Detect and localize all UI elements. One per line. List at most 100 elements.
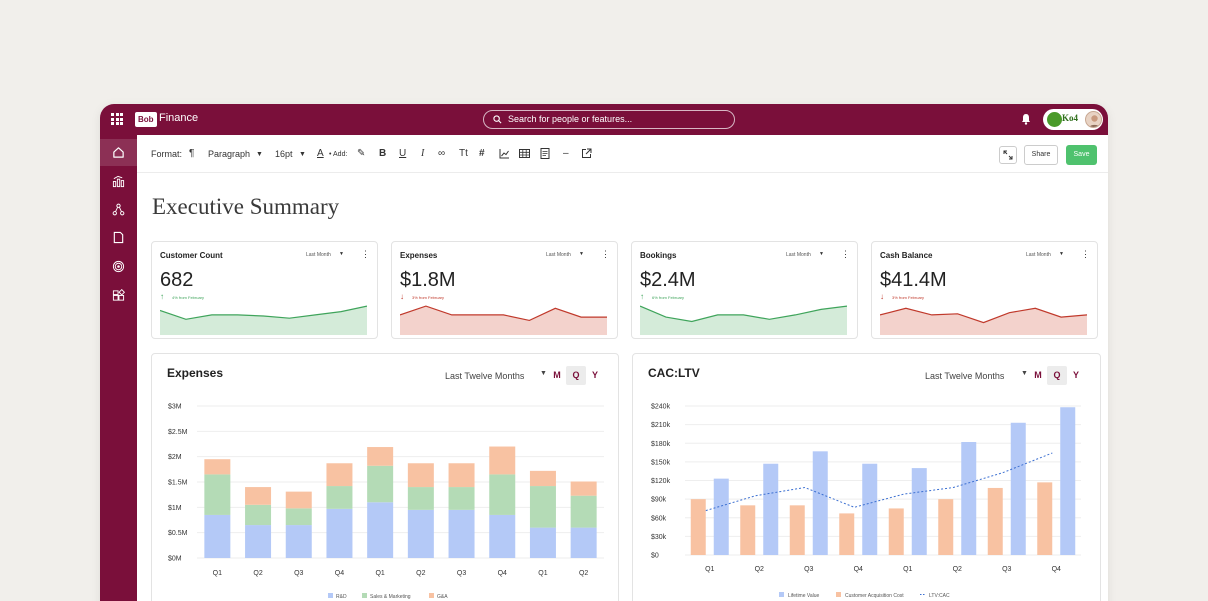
bar-segment — [529, 527, 556, 558]
period-select[interactable]: Last Twelve Months — [925, 371, 1005, 381]
share-button[interactable]: Share — [1024, 145, 1058, 165]
underline-icon[interactable]: U — [399, 148, 407, 159]
granularity-year-button[interactable]: Y — [1072, 370, 1079, 380]
y-tick-label: $0.5M — [168, 530, 188, 537]
table-icon[interactable] — [519, 148, 530, 159]
arrow-down-icon: ↓ — [400, 292, 404, 301]
nodes-icon — [112, 203, 125, 216]
sidebar-item-widgets[interactable] — [100, 282, 137, 309]
sidebar-item-workflow[interactable] — [100, 196, 137, 223]
editor-toolbar: Format: ¶ Paragraph ▼ 16pt ▼ A • Add: ✎ … — [137, 135, 1108, 173]
external-link-icon[interactable] — [581, 148, 592, 159]
legend-label: Customer Acquisition Cost — [845, 593, 904, 599]
bar-segment — [489, 514, 516, 558]
expand-icon — [1003, 150, 1013, 160]
ko4-logo — [1047, 112, 1062, 127]
bar-segment — [448, 487, 475, 510]
expand-button[interactable] — [999, 146, 1017, 164]
granularity-year-button[interactable]: Y — [591, 370, 598, 380]
kpi-period-select[interactable]: Last Month — [306, 252, 331, 258]
chart-title: CAC:LTV — [648, 366, 700, 380]
hashtag-icon[interactable]: # — [479, 148, 485, 159]
chevron-down-icon[interactable]: ▼ — [819, 251, 824, 257]
y-tick-label: $1M — [168, 505, 182, 512]
kpi-period-select[interactable]: Last Month — [546, 252, 571, 258]
paragraph-style-select[interactable]: Paragraph — [208, 149, 251, 159]
bold-icon[interactable]: B — [379, 148, 387, 159]
y-tick-label: $180k — [651, 441, 671, 448]
chevron-down-icon[interactable]: ▼ — [540, 370, 547, 377]
bar-cac — [839, 513, 855, 555]
legend-label: G&A — [437, 594, 448, 600]
x-tick-label: Q3 — [294, 570, 303, 577]
chevron-down-icon[interactable]: ▼ — [339, 251, 344, 257]
line-chart-icon[interactable] — [499, 148, 510, 159]
sidebar-item-documents[interactable] — [100, 224, 137, 251]
y-tick-label: $3M — [168, 404, 182, 411]
kpi-card: Expenses Last Month ▼ ⋮ $1.8M ↓ 3% from Februa… — [391, 241, 618, 339]
bar-cac — [938, 499, 954, 555]
more-options-icon[interactable]: ⋮ — [841, 249, 850, 259]
x-tick-label: Q2 — [416, 570, 425, 577]
arrow-up-icon: ↑ — [640, 292, 644, 301]
chevron-down-icon[interactable]: ▼ — [299, 151, 306, 158]
sparkline-line — [640, 305, 847, 323]
bar-segment — [367, 465, 394, 503]
paragraph-mark-icon[interactable]: ¶ — [189, 148, 195, 159]
chevron-down-icon[interactable]: ▼ — [1021, 370, 1028, 377]
chevron-down-icon[interactable]: ▼ — [256, 151, 263, 158]
kpi-period-select[interactable]: Last Month — [1026, 252, 1051, 258]
italic-icon[interactable]: I — [421, 148, 425, 159]
more-options-icon[interactable]: ⋮ — [601, 249, 610, 259]
divider-icon[interactable]: – — [563, 148, 569, 159]
document-icon[interactable] — [540, 148, 550, 159]
link-icon[interactable]: ∞ — [438, 148, 446, 159]
y-tick-label: $30k — [651, 534, 667, 541]
x-tick-label: Q2 — [579, 570, 588, 577]
kpi-value: $2.4M — [640, 269, 696, 291]
bar-segment — [448, 509, 475, 558]
bar-segment — [326, 508, 353, 558]
chevron-down-icon[interactable]: ▼ — [579, 251, 584, 257]
more-options-icon[interactable]: ⋮ — [1081, 249, 1090, 259]
bar-segment — [326, 486, 353, 509]
bar-segment — [285, 491, 312, 509]
bar-segment — [245, 504, 272, 526]
sparkline-line — [400, 305, 607, 322]
y-tick-label: $0 — [651, 553, 659, 560]
notification-bell-icon[interactable] — [1021, 113, 1031, 125]
bar-segment — [245, 487, 272, 505]
sidebar-item-goals[interactable] — [100, 253, 137, 280]
sparkline — [400, 305, 607, 335]
x-tick-label: Q1 — [213, 570, 222, 577]
sidebar-item-home[interactable] — [100, 139, 137, 166]
avatar — [1085, 111, 1102, 128]
sparkline — [640, 305, 847, 335]
x-tick-label: Q4 — [498, 570, 507, 577]
format-label: Format: — [151, 149, 183, 159]
granularity-month-button[interactable]: M — [1034, 370, 1042, 380]
period-select[interactable]: Last Twelve Months — [445, 371, 525, 381]
sidebar-item-analytics[interactable] — [100, 168, 137, 195]
x-tick-label: Q4 — [1052, 566, 1061, 573]
granularity-quarter-button[interactable]: Q — [566, 366, 586, 385]
granularity-quarter-button[interactable]: Q — [1047, 366, 1067, 385]
user-menu[interactable]: Ko4 — [1043, 109, 1103, 130]
more-options-icon[interactable]: ⋮ — [361, 249, 370, 259]
text-color-icon[interactable]: A — [317, 148, 324, 159]
text-size-icon[interactable]: Tt — [459, 148, 468, 159]
granularity-month-button[interactable]: M — [553, 370, 561, 380]
font-size-select[interactable]: 16pt — [275, 149, 293, 159]
search-input[interactable]: Search for people or features... — [483, 110, 735, 129]
sparkline-area — [880, 308, 1087, 335]
bob-logo[interactable]: Bob — [135, 112, 157, 127]
x-tick-label: Q3 — [1002, 566, 1011, 573]
bar-ltv — [763, 463, 779, 555]
save-button[interactable]: Save — [1066, 145, 1097, 165]
x-tick-label: Q4 — [335, 570, 344, 577]
kpi-period-select[interactable]: Last Month — [786, 252, 811, 258]
chevron-down-icon[interactable]: ▼ — [1059, 251, 1064, 257]
sparkline-line — [880, 307, 1087, 324]
app-grid-icon[interactable] — [111, 113, 123, 125]
highlight-icon[interactable]: ✎ — [357, 148, 366, 159]
